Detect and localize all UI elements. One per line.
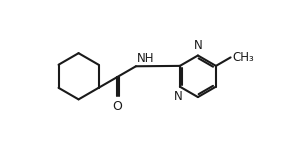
Text: N: N <box>174 90 183 103</box>
Text: N: N <box>193 39 202 52</box>
Text: CH₃: CH₃ <box>232 51 254 64</box>
Text: O: O <box>112 100 122 113</box>
Text: NH: NH <box>137 53 154 66</box>
